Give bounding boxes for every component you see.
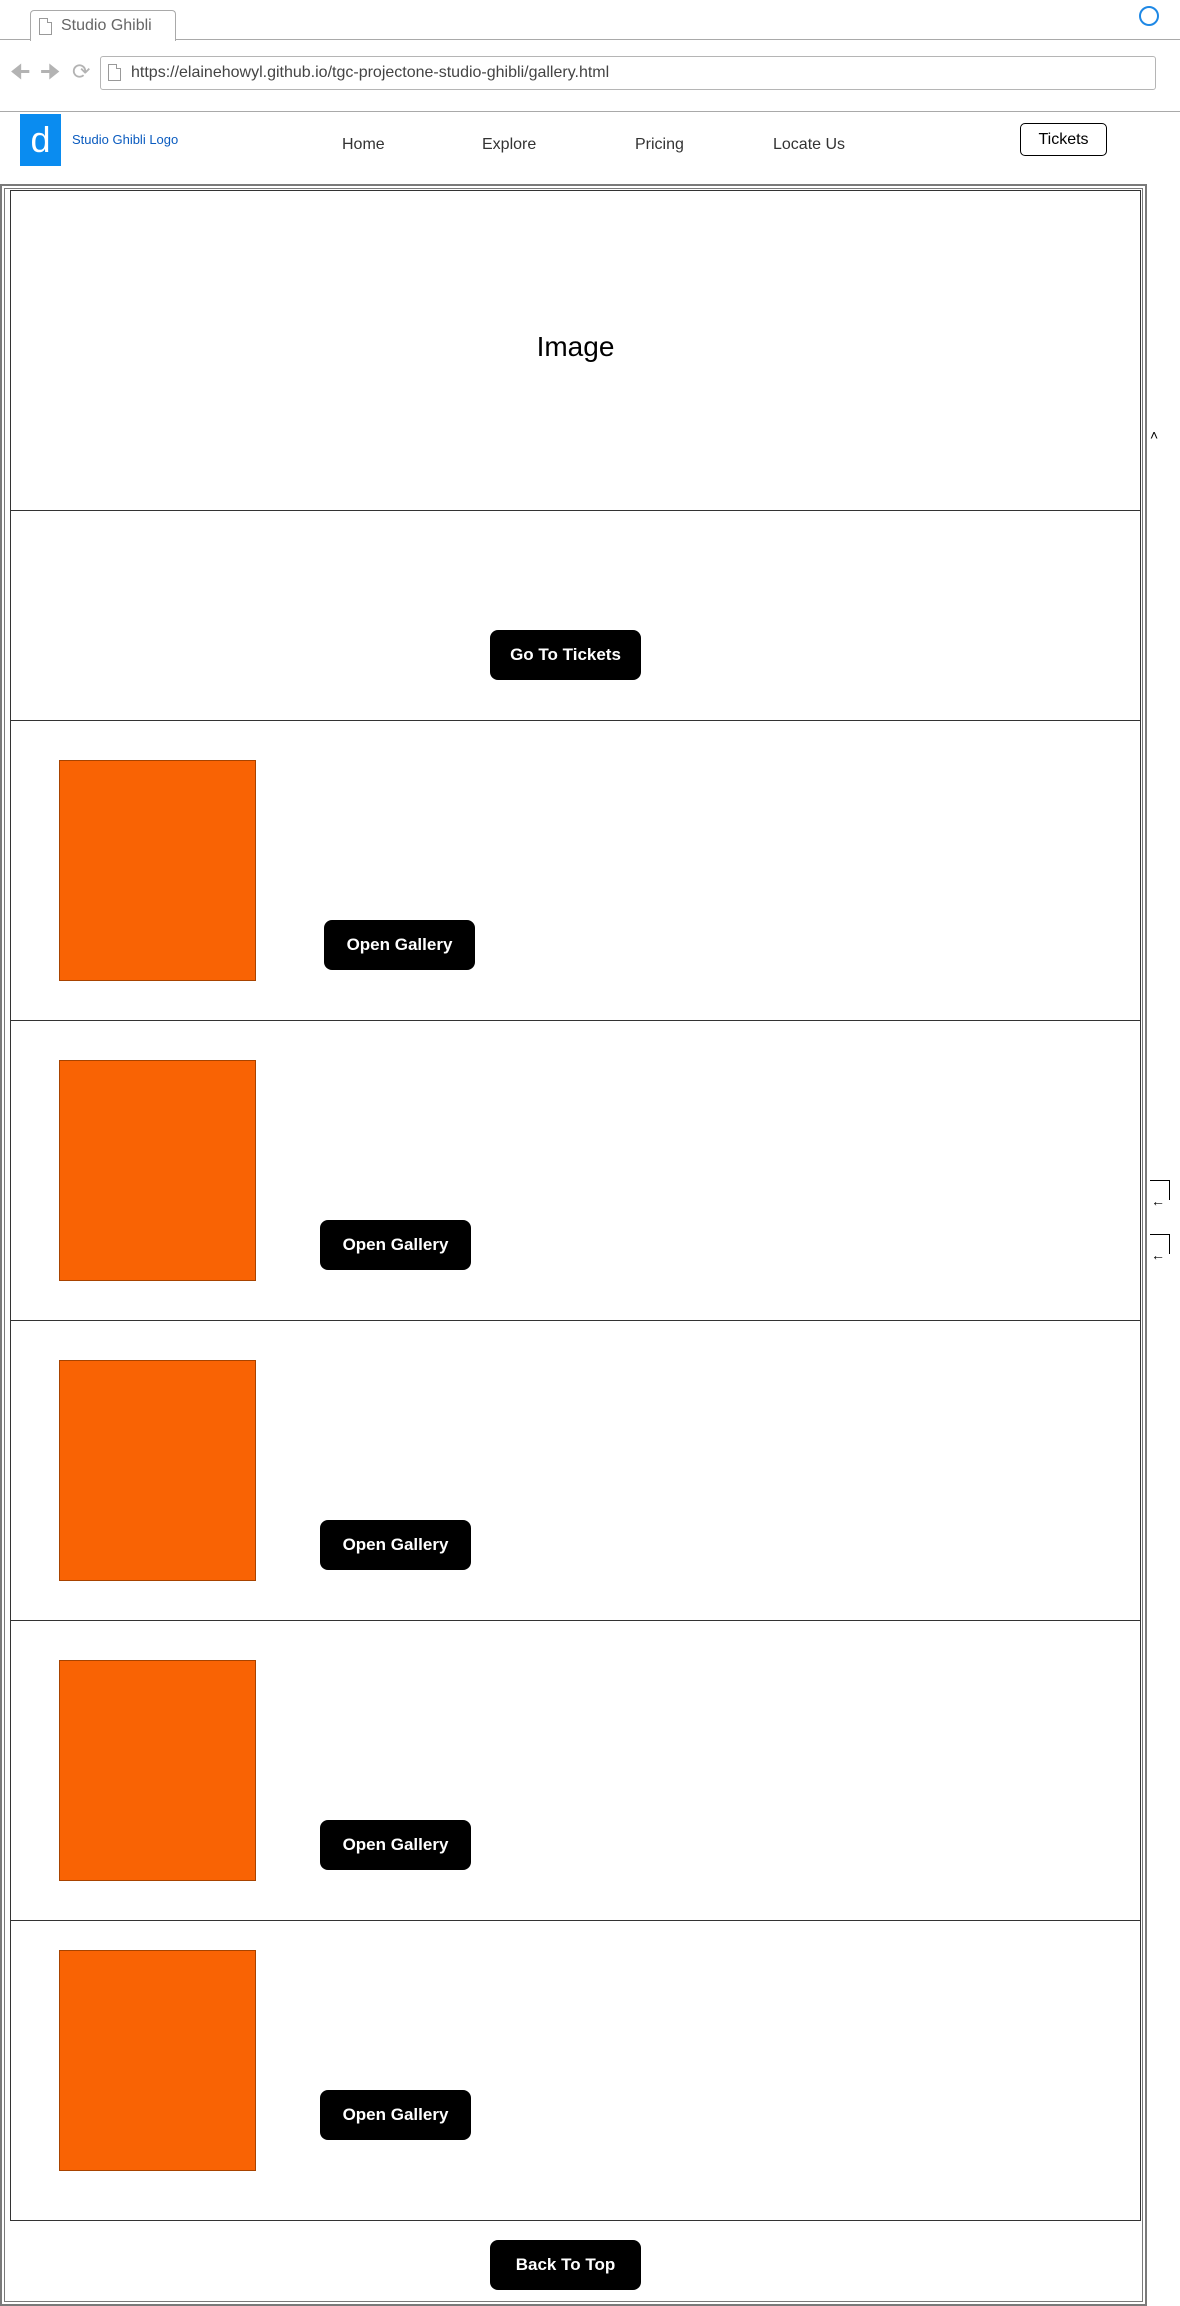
link-marker-icon <box>1150 1234 1170 1254</box>
page-frame <box>0 184 1147 2306</box>
address-bar-row <box>0 40 1180 112</box>
logo-text[interactable]: Studio Ghibli Logo <box>72 132 179 147</box>
page-icon <box>108 64 121 81</box>
url-field[interactable]: https://elainehowyl.github.io/tgc-projec… <box>100 56 1156 90</box>
nav-pricing[interactable]: Pricing <box>635 136 684 153</box>
open-gallery-button[interactable]: Open Gallery <box>320 2090 471 2140</box>
gallery-thumbnail <box>59 1360 256 1581</box>
hero-section: Image <box>10 190 1141 511</box>
browser-tab[interactable]: Studio Ghibli <box>30 10 176 41</box>
reload-icon[interactable]: ⟳ <box>72 59 91 84</box>
open-gallery-button[interactable]: Open Gallery <box>320 1820 471 1870</box>
open-gallery-button[interactable]: Open Gallery <box>324 920 475 970</box>
arrow-left-icon: ← <box>1151 1247 1165 1263</box>
back-arrow-icon[interactable]: 🠈 <box>10 59 31 84</box>
tickets-button[interactable]: Tickets <box>1020 123 1107 156</box>
nav-explore[interactable]: Explore <box>482 136 537 153</box>
cta-section <box>10 510 1141 721</box>
browser-tab-bar <box>0 0 1180 40</box>
link-marker-icon <box>1150 1180 1170 1200</box>
arrow-left-icon: ← <box>1151 1193 1165 1209</box>
circle-icon[interactable] <box>1139 6 1159 26</box>
hero-image-placeholder: Image <box>536 331 615 362</box>
caret-marker-icon: ˄ <box>1150 427 1159 443</box>
tab-title: Studio Ghibli <box>61 17 152 34</box>
back-to-top-button[interactable]: Back To Top <box>490 2240 641 2290</box>
gallery-section <box>10 1920 1141 2221</box>
page-icon <box>39 18 52 35</box>
nav-locate-us[interactable]: Locate Us <box>773 136 846 153</box>
nav-home[interactable]: Home <box>342 136 385 153</box>
gallery-thumbnail <box>59 1060 256 1281</box>
open-gallery-button[interactable]: Open Gallery <box>320 1220 471 1270</box>
page-inner-frame <box>4 188 1143 2302</box>
open-gallery-button[interactable]: Open Gallery <box>320 1520 471 1570</box>
forward-arrow-icon[interactable]: 🠊 <box>40 59 61 84</box>
url-text: https://elainehowyl.github.io/tgc-projec… <box>131 64 610 81</box>
go-to-tickets-button[interactable]: Go To Tickets <box>490 630 641 680</box>
gallery-thumbnail <box>59 760 256 981</box>
gallery-thumbnail <box>59 1950 256 2171</box>
gallery-thumbnail <box>59 1660 256 1881</box>
logo-icon[interactable]: d <box>20 114 61 166</box>
